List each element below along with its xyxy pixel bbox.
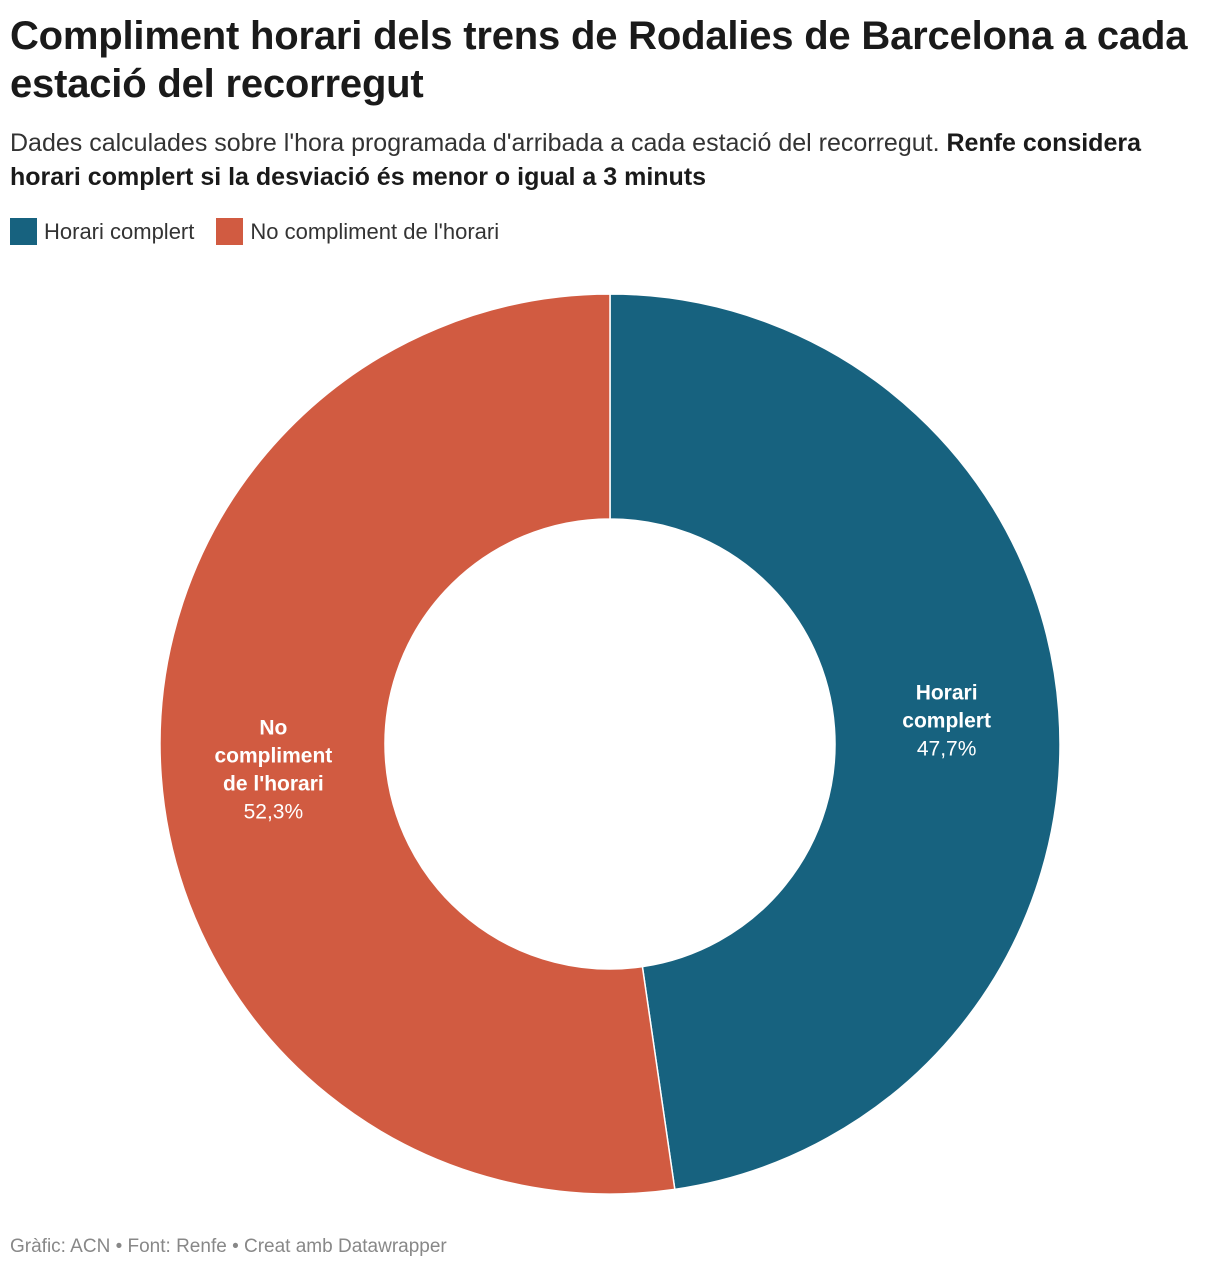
- legend-label: Horari complert: [44, 218, 195, 244]
- chart-header: Compliment horari dels trens de Rodalies…: [10, 12, 1210, 245]
- subtitle-bold: Renfe considera horari complert si la de…: [10, 129, 1141, 191]
- slice-label-line: compliment: [214, 744, 332, 767]
- legend-item-no-compliment: No compliment de l'horari: [216, 218, 499, 245]
- legend-swatch: [10, 218, 37, 245]
- legend-label: No compliment de l'horari: [250, 218, 500, 244]
- legend-item-horari-complert: Horari complert: [10, 218, 194, 245]
- legend-swatch: [216, 218, 244, 245]
- chart-subtitle: Dades calculades sobre l'hora programada…: [10, 126, 1210, 194]
- slice-value-label: 47,7%: [917, 738, 977, 761]
- slice-label-line: de l'horari: [223, 772, 324, 795]
- donut-chart: Horari complert 47,7% No compliment de l'hora…: [159, 293, 1061, 1195]
- chart-footer: Gràfic: ACN • Font: Renfe • Creat amb Da…: [10, 1236, 447, 1257]
- slice-label-line: complert: [902, 710, 991, 733]
- slice-label: Horari complert 47,7%: [902, 682, 991, 761]
- chart-title: Compliment horari dels trens de Rodalies…: [10, 14, 1188, 106]
- slice-horari-complert: [609, 293, 1061, 1191]
- slice-no-compliment: [159, 293, 676, 1195]
- slice-label-line: No: [259, 716, 287, 739]
- legend: Horari complert No compliment de l'horar…: [10, 218, 1210, 245]
- slice-label: No compliment de l'horari 52,3%: [214, 716, 332, 823]
- slice-label-line: Horari: [916, 682, 978, 705]
- slice-value-label: 52,3%: [244, 800, 304, 823]
- subtitle-regular: Dades calculades sobre l'hora programada…: [10, 129, 940, 157]
